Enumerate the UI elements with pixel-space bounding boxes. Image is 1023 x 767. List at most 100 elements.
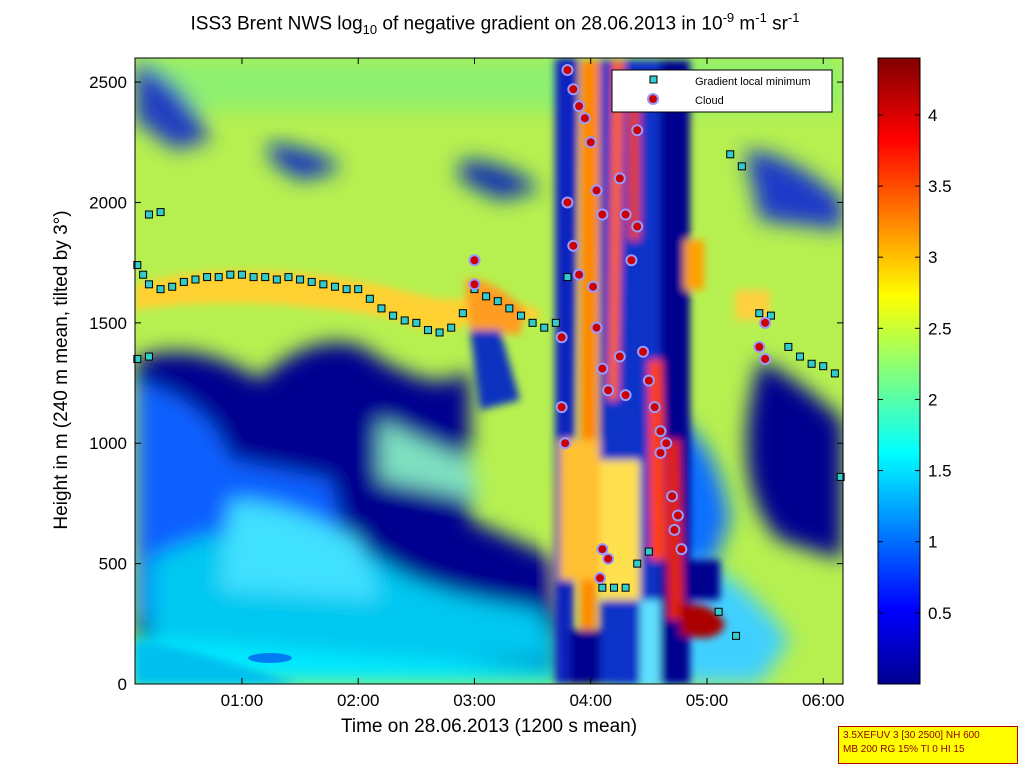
- cloud-point: [578, 112, 591, 125]
- x-tick-label: 06:00: [802, 691, 845, 710]
- cloud-point: [637, 345, 650, 358]
- cloud-point: [660, 437, 673, 450]
- gradient-minimum-point: [807, 359, 816, 368]
- gradient-minimum-point: [144, 352, 153, 361]
- x-tick-label: 04:00: [569, 691, 612, 710]
- gradient-minimum-point: [435, 328, 444, 337]
- legend: Gradient local minimum Cloud: [611, 69, 833, 113]
- x-tick-label: 05:00: [686, 691, 729, 710]
- cloud-point: [753, 340, 766, 353]
- gradient-minimum-point: [133, 261, 142, 270]
- info-line-2: MB 200 RG 15% TI 0 HI 15: [843, 744, 965, 755]
- gradient-minimum-point: [795, 352, 804, 361]
- gradient-minimum-point: [307, 277, 316, 286]
- colorbar: 0.5 1 1.5 2 2.5 3 3.5 4: [877, 57, 952, 685]
- cloud-point: [596, 208, 609, 221]
- gradient-minimum-point: [458, 309, 467, 318]
- x-tick-label: 01:00: [221, 691, 264, 710]
- cloud-markers: [468, 64, 772, 585]
- gradient-minimum-point: [819, 362, 828, 371]
- colorbar-tick-label: 2.5: [928, 319, 952, 338]
- cloud-point: [573, 268, 586, 281]
- cloud-point: [594, 572, 607, 585]
- x-axis-label: Time on 28.06.2013 (1200 s mean): [340, 716, 638, 737]
- cloud-point: [675, 543, 688, 556]
- x-tick-label: 02:00: [337, 691, 380, 710]
- gradient-minimum-point: [139, 270, 148, 279]
- gradient-minimum-markers: [133, 150, 845, 640]
- gradient-minimum-point: [621, 583, 630, 592]
- gradient-minimum-point: [296, 275, 305, 284]
- gradient-minimum-point: [784, 342, 793, 351]
- heatmap-field: [135, 58, 843, 684]
- cloud-point: [596, 362, 609, 375]
- gradient-minimum-point: [144, 210, 153, 219]
- cloud-point: [561, 64, 574, 77]
- gradient-minimum-point: [598, 583, 607, 592]
- y-axis-label: Height in m (240 m mean, tilted by 3°): [51, 210, 72, 530]
- cloud-point: [602, 552, 615, 565]
- gradient-minimum-point: [226, 270, 235, 279]
- gradient-minimum-point: [179, 277, 188, 286]
- gradient-minimum-point: [493, 297, 502, 306]
- gradient-minimum-point: [633, 559, 642, 568]
- legend-label-gradient: Gradient local minimum: [695, 76, 811, 88]
- colorbar-tick-label: 3.5: [928, 177, 952, 196]
- x-axis: 01:00 02:00 03:00 04:00 05:00 06:00: [221, 58, 845, 710]
- gradient-minimum-point: [400, 316, 409, 325]
- cloud-point: [631, 220, 644, 233]
- cloud-point: [654, 425, 667, 438]
- gradient-minimum-point: [354, 285, 363, 294]
- gradient-minimum-point: [377, 304, 386, 313]
- y-tick-label: 0: [118, 675, 127, 694]
- gradient-minimum-point: [133, 354, 142, 363]
- gradient-minimum-point: [249, 273, 258, 282]
- cloud-point: [561, 196, 574, 209]
- colorbar-tick-label: 1: [928, 533, 937, 552]
- gradient-minimum-point: [609, 583, 618, 592]
- gradient-minimum-point: [528, 318, 537, 327]
- colorbar-tick-label: 1.5: [928, 462, 952, 481]
- gradient-minimum-point: [389, 311, 398, 320]
- gradient-minimum-point: [191, 275, 200, 284]
- gradient-minimum-point: [766, 311, 775, 320]
- cloud-point: [587, 280, 600, 293]
- cloud-point: [666, 490, 679, 503]
- gradient-minimum-point: [261, 273, 270, 282]
- gradient-minimum-point: [168, 282, 177, 291]
- gradient-minimum-point: [551, 318, 560, 327]
- gradient-minimum-point: [516, 311, 525, 320]
- colorbar-tick-label: 0.5: [928, 604, 952, 623]
- gradient-minimum-point: [737, 162, 746, 171]
- cloud-point: [590, 184, 603, 197]
- cloud-point: [584, 136, 597, 149]
- colorbar-tick-label: 4: [928, 106, 937, 125]
- cloud-point: [602, 384, 615, 397]
- gradient-minimum-point: [423, 326, 432, 335]
- y-tick-label: 2500: [89, 73, 127, 92]
- y-tick-label: 1000: [89, 434, 127, 453]
- cloud-point: [619, 389, 632, 402]
- gradient-minimum-point: [563, 273, 572, 282]
- cloud-point: [759, 316, 772, 329]
- legend-gradient-marker: [649, 75, 658, 84]
- gradient-minimum-point: [732, 631, 741, 640]
- colorbar-tick-label: 3: [928, 248, 937, 267]
- gradient-minimum-point: [203, 273, 212, 282]
- y-axis: 0 500 1000 1500 2000 2500: [89, 73, 843, 694]
- cloud-point: [468, 278, 481, 291]
- cloud-point: [648, 401, 661, 414]
- gradient-minimum-point: [342, 285, 351, 294]
- y-tick-label: 500: [99, 555, 127, 574]
- cloud-point: [555, 401, 568, 414]
- x-tick-label: 03:00: [453, 691, 496, 710]
- gradient-minimum-point: [284, 273, 293, 282]
- y-tick-label: 1500: [89, 314, 127, 333]
- gradient-minimum-point: [447, 323, 456, 332]
- gradient-minimum-point: [836, 472, 845, 481]
- gradient-minimum-point: [412, 318, 421, 327]
- parameter-info-box: 3.5XEFUV 3 [30 2500] NH 600 MB 200 RG 15…: [838, 726, 1018, 764]
- gradient-minimum-point: [237, 270, 246, 279]
